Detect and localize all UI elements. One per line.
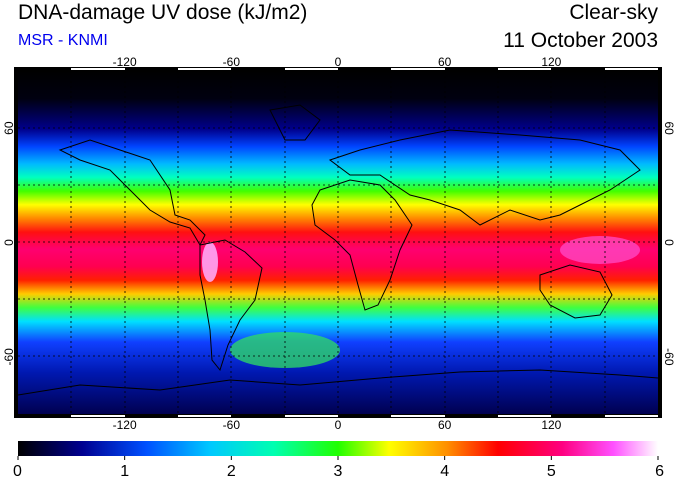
date-label: 11 October 2003 [503,29,658,52]
colorbar-ticks: 0 1 2 3 4 5 6 [13,456,664,480]
map-title: DNA-damage UV dose (kJ/m2) [18,1,308,24]
lon-tick-label: -120 [113,418,137,432]
lat-ticks-right: 60 0 -60 [662,121,676,365]
lat-tick-label: 0 [662,239,676,246]
lon-tick-label: 0 [335,55,342,69]
asia-high-dose [560,236,640,264]
lat-tick-label: -60 [662,348,676,366]
lat-tick-label: 60 [662,121,676,135]
sky-condition-label: Clear-sky [569,1,658,24]
lon-ticks-bottom: -120 -60 0 60 120 [113,418,562,432]
graticule [18,71,658,414]
coastlines [18,104,658,396]
frame-ticks [71,68,658,417]
lon-tick-label: 120 [541,418,561,432]
colorbar-tick-label: 6 [655,463,664,480]
colorbar-tick-label: 5 [547,463,556,480]
colorbar-tick-label: 0 [13,463,22,480]
colorbar-tick-label: 1 [120,463,129,480]
lon-tick-label: -60 [223,418,241,432]
lon-ticks-top: -120 -60 0 60 120 [113,55,562,69]
south-atlantic-patch [230,332,340,368]
colorbar-tick-label: 2 [227,463,236,480]
lon-tick-label: 60 [438,55,452,69]
lon-tick-label: 120 [541,55,561,69]
lon-tick-label: 0 [335,418,342,432]
lat-tick-label: 60 [2,121,16,135]
lon-tick-label: -60 [223,55,241,69]
lat-ticks-left: 60 0 -60 [2,121,16,365]
colorbar-tick-label: 4 [440,463,449,480]
andes-high-dose [202,242,218,282]
lat-tick-label: -60 [2,348,16,366]
colorbar [18,441,658,456]
colorbar-tick-label: 3 [334,463,343,480]
lat-tick-label: 0 [2,239,16,246]
lon-tick-label: -120 [113,55,137,69]
data-source-label: MSR - KNMI [18,32,108,49]
lon-tick-label: 60 [438,418,452,432]
